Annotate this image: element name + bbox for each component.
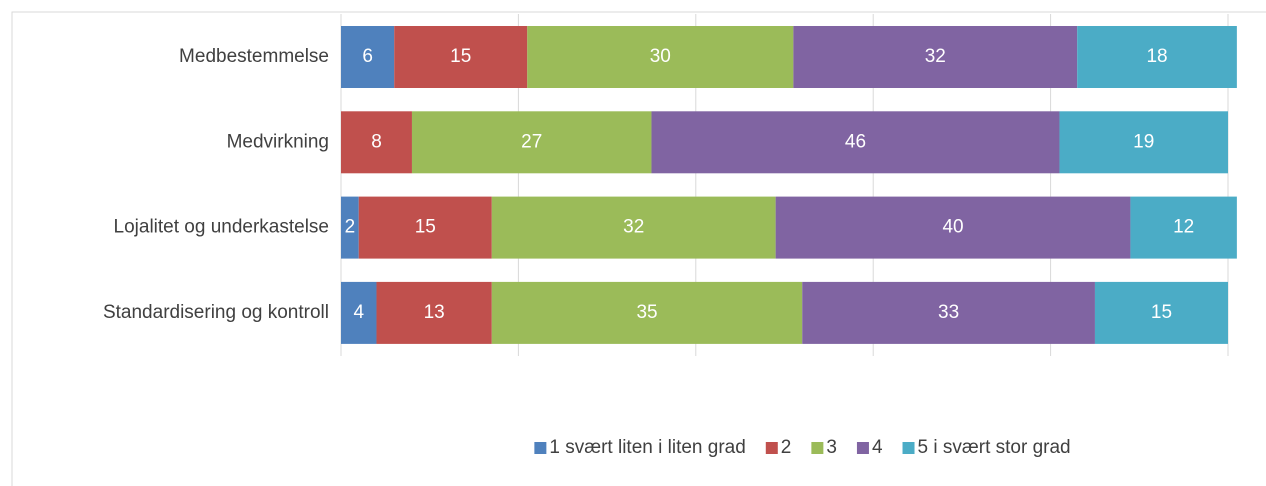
legend-swatch [765, 442, 778, 454]
legend: 1 svært liten i liten grad 2 3 4 5 i svært s… [534, 437, 1071, 458]
legend-label: 4 [872, 437, 883, 458]
data-label: 32 [925, 46, 946, 67]
data-label: 12 [1173, 217, 1194, 238]
bar-segment [793, 26, 1078, 88]
bar-segment [802, 281, 1095, 344]
y-tick-label: Medbestemmelse [179, 46, 329, 67]
data-label: 2 [345, 217, 356, 238]
data-label: 15 [1151, 302, 1172, 323]
bar-segment [411, 111, 652, 174]
bar-segment [341, 26, 395, 88]
legend-label: 1 svært liten i liten grad [549, 437, 745, 458]
data-label: 35 [636, 302, 657, 323]
bar-segment [341, 111, 412, 174]
bar-segment [775, 196, 1131, 259]
legend-swatch [811, 442, 824, 454]
bar-segment [1130, 196, 1237, 259]
bar-segment [1059, 111, 1228, 174]
legend-swatch [534, 442, 547, 454]
data-label: 18 [1146, 46, 1167, 67]
data-label: 40 [942, 217, 963, 238]
bar-segment [527, 26, 794, 88]
data-label: 19 [1133, 131, 1154, 152]
bar-segment [651, 111, 1060, 174]
data-label: 32 [623, 217, 644, 238]
data-label: 6 [362, 46, 373, 67]
bar-segment [358, 196, 492, 259]
bar-segment [1094, 281, 1228, 344]
data-label: 15 [450, 46, 471, 67]
legend-swatch [902, 442, 915, 454]
y-tick-label: Lojalitet og underkastelse [114, 217, 329, 238]
data-label: 15 [415, 217, 436, 238]
data-label: 8 [371, 131, 382, 152]
y-tick-label: Standardisering og kontroll [103, 302, 329, 323]
y-tick-label: Medvirkning [227, 131, 329, 152]
legend-label: 2 [781, 437, 792, 458]
data-label: 33 [938, 302, 959, 323]
bar-segment [491, 196, 776, 259]
chart-frame [11, 11, 1266, 486]
data-label: 4 [353, 302, 364, 323]
legend-swatch [856, 442, 869, 454]
data-label: 13 [424, 302, 445, 323]
bar-segment [376, 281, 492, 344]
bar-segment [1077, 26, 1237, 88]
legend-label: 5 i svært stor grad [918, 437, 1071, 458]
data-label: 27 [521, 131, 542, 152]
bar-segment [491, 281, 803, 344]
legend-label: 3 [826, 437, 837, 458]
data-label: 46 [845, 131, 866, 152]
bar-segment [341, 281, 377, 344]
data-label: 30 [650, 46, 671, 67]
bar-segment [341, 196, 359, 259]
bar-segment [394, 26, 528, 88]
